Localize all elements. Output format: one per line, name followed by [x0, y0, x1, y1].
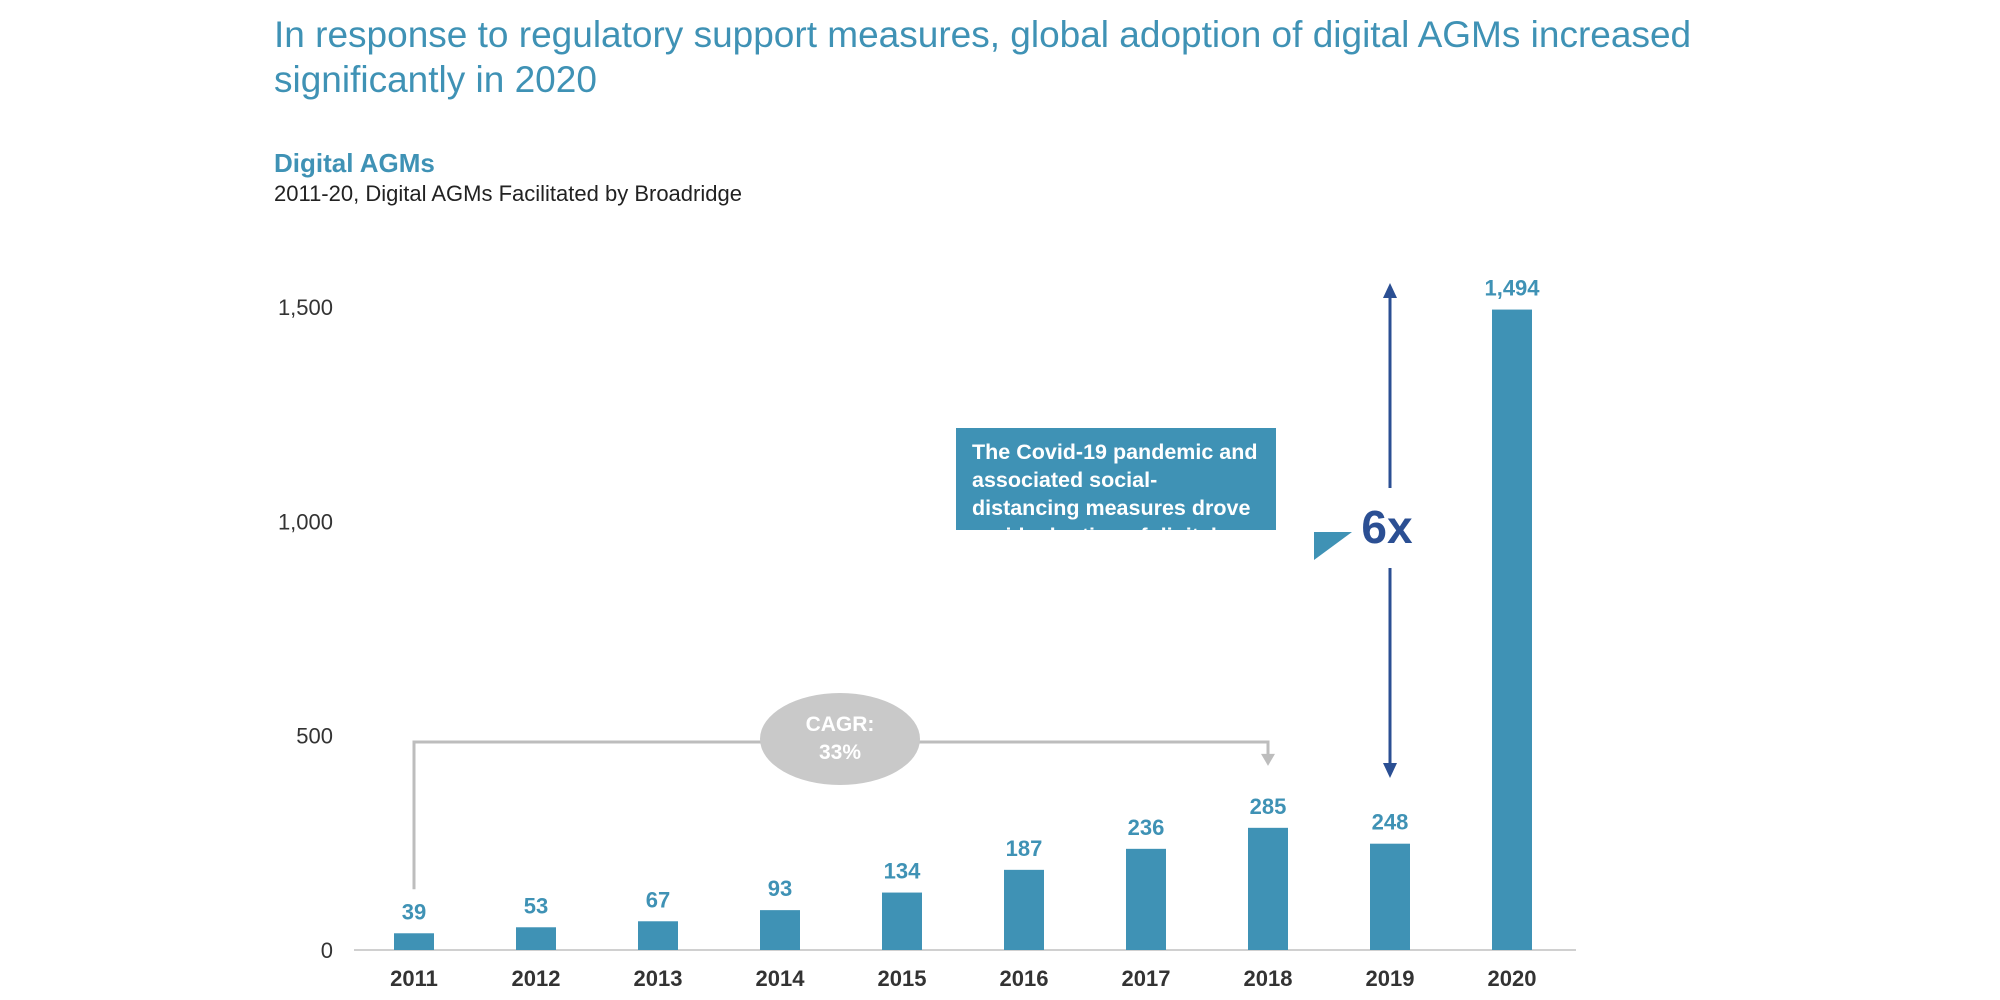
- bar: [1126, 848, 1166, 950]
- cagr-arrowhead: [1261, 753, 1275, 766]
- data-label: 248: [1372, 810, 1409, 835]
- bar: [1248, 827, 1288, 950]
- callout-pointer: [1314, 532, 1352, 560]
- cagr-value: 33%: [818, 741, 862, 764]
- data-label: 187: [1006, 836, 1043, 861]
- x-tick-label: 2015: [878, 966, 927, 991]
- data-label: 53: [524, 893, 548, 918]
- data-label: 285: [1250, 794, 1287, 819]
- growth-multiple-label: 6x: [1361, 501, 1413, 553]
- bar: [1492, 309, 1532, 950]
- x-tick-label: 2016: [1000, 966, 1049, 991]
- x-tick-label: 2014: [756, 966, 806, 991]
- x-tick-label: 2017: [1122, 966, 1171, 991]
- y-tick-label: 500: [296, 724, 333, 749]
- data-label: 236: [1128, 815, 1165, 840]
- data-label: 67: [646, 887, 670, 912]
- y-tick-label: 1,000: [278, 509, 333, 534]
- bar: [760, 910, 800, 950]
- bar: [638, 921, 678, 950]
- bar: [516, 927, 556, 950]
- chart-subtitle: 2011-20, Digital AGMs Facilitated by Bro…: [274, 181, 742, 206]
- bar: [1004, 869, 1044, 950]
- y-tick-label: 1,500: [278, 295, 333, 320]
- data-label: 39: [402, 899, 426, 924]
- data-label: 93: [768, 876, 792, 901]
- multiple-arrowhead-up: [1383, 283, 1397, 298]
- x-tick-label: 2019: [1366, 966, 1415, 991]
- x-tick-label: 2012: [512, 966, 561, 991]
- cagr-label: CAGR:: [805, 713, 875, 736]
- data-label: 134: [884, 859, 921, 884]
- cagr-badge: CAGR: 33%: [760, 693, 920, 785]
- chart-title: Digital AGMs: [274, 148, 435, 178]
- x-tick-label: 2020: [1488, 966, 1537, 991]
- bar: [394, 933, 434, 950]
- x-tick-label: 2013: [634, 966, 683, 991]
- y-tick-label: 0: [321, 938, 333, 963]
- multiple-arrowhead-down: [1383, 763, 1397, 778]
- covid-callout: The Covid-19 pandemic and associated soc…: [956, 428, 1276, 576]
- data-label: 1,494: [1484, 276, 1540, 301]
- x-tick-label: 2018: [1244, 966, 1293, 991]
- bar: [1370, 843, 1410, 950]
- page-title: In response to regulatory support measur…: [274, 14, 1692, 100]
- bar: [882, 892, 922, 950]
- x-tick-label: 2011: [390, 966, 438, 991]
